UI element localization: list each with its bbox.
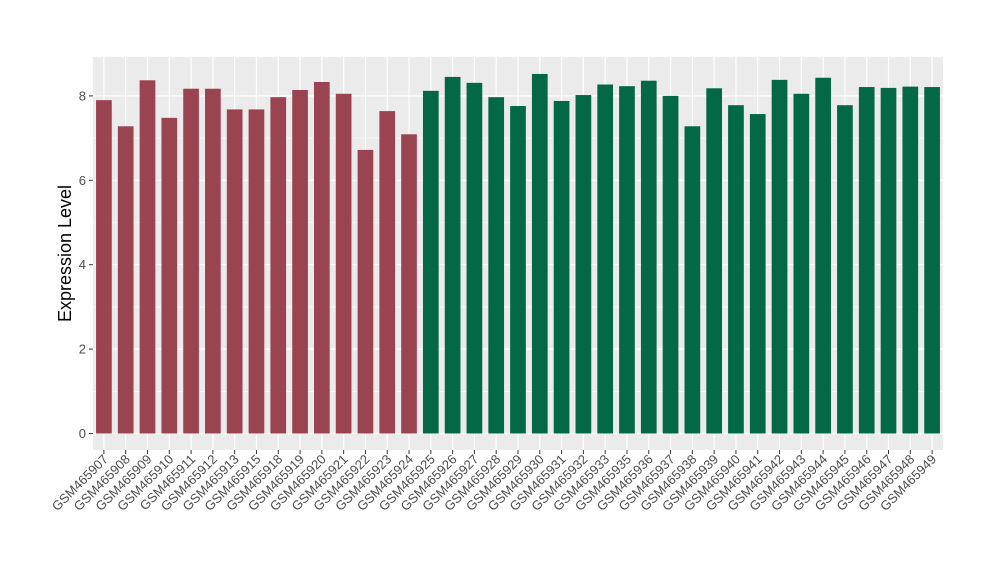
bar-GSM465918 xyxy=(270,97,287,434)
bar-GSM465924 xyxy=(401,134,417,434)
bar-GSM465913 xyxy=(226,109,243,434)
bar-GSM465938 xyxy=(684,126,701,434)
bar-GSM465942 xyxy=(771,79,788,434)
y-tick-label: 2 xyxy=(79,342,86,357)
bar-GSM465941 xyxy=(749,114,766,434)
bar-GSM465932 xyxy=(575,95,592,434)
bar-GSM465927 xyxy=(466,82,483,434)
bar-GSM465929 xyxy=(510,106,526,434)
bar-GSM465915 xyxy=(248,109,265,434)
bar-GSM465919 xyxy=(292,89,308,434)
bar-GSM465911 xyxy=(183,88,199,434)
y-tick-label: 0 xyxy=(79,426,86,441)
bar-GSM465944 xyxy=(815,77,831,434)
bar-GSM465930 xyxy=(531,73,548,434)
y-tick-label: 6 xyxy=(79,173,86,188)
bar-GSM465935 xyxy=(619,86,635,434)
bar-GSM465949 xyxy=(924,87,940,434)
bar-GSM465909 xyxy=(139,80,156,434)
bar-GSM465922 xyxy=(357,149,374,434)
y-axis-title: Expression Level xyxy=(55,185,75,322)
bar-GSM465948 xyxy=(902,86,919,434)
y-tick-label: 8 xyxy=(79,88,86,103)
bar-GSM465908 xyxy=(117,126,134,434)
bar-GSM465912 xyxy=(205,88,221,434)
y-axis: 0 2 4 6 8 xyxy=(79,88,93,441)
x-axis: GSM465907GSM465908GSM465909GSM465910GSM4… xyxy=(49,450,939,514)
bar-GSM465933 xyxy=(597,84,614,434)
bar-GSM465945 xyxy=(837,105,853,434)
bar-GSM465946 xyxy=(858,87,875,434)
bar-GSM465921 xyxy=(335,93,352,434)
bar-GSM465943 xyxy=(793,93,810,434)
bar-GSM465925 xyxy=(422,90,439,434)
bar-GSM465947 xyxy=(880,87,897,434)
bar-GSM465907 xyxy=(96,100,112,434)
bar-GSM465910 xyxy=(161,117,178,434)
bar-GSM465931 xyxy=(553,100,570,434)
bar-GSM465936 xyxy=(640,80,657,434)
bars xyxy=(96,73,940,434)
bar-GSM465920 xyxy=(314,81,330,434)
bar-GSM465923 xyxy=(379,111,396,434)
bar-GSM465937 xyxy=(662,95,679,434)
bar-GSM465940 xyxy=(728,105,744,434)
bar-GSM465939 xyxy=(706,88,722,434)
bar-GSM465928 xyxy=(488,97,505,434)
y-tick-label: 4 xyxy=(79,257,86,272)
bar-GSM465926 xyxy=(444,76,461,434)
